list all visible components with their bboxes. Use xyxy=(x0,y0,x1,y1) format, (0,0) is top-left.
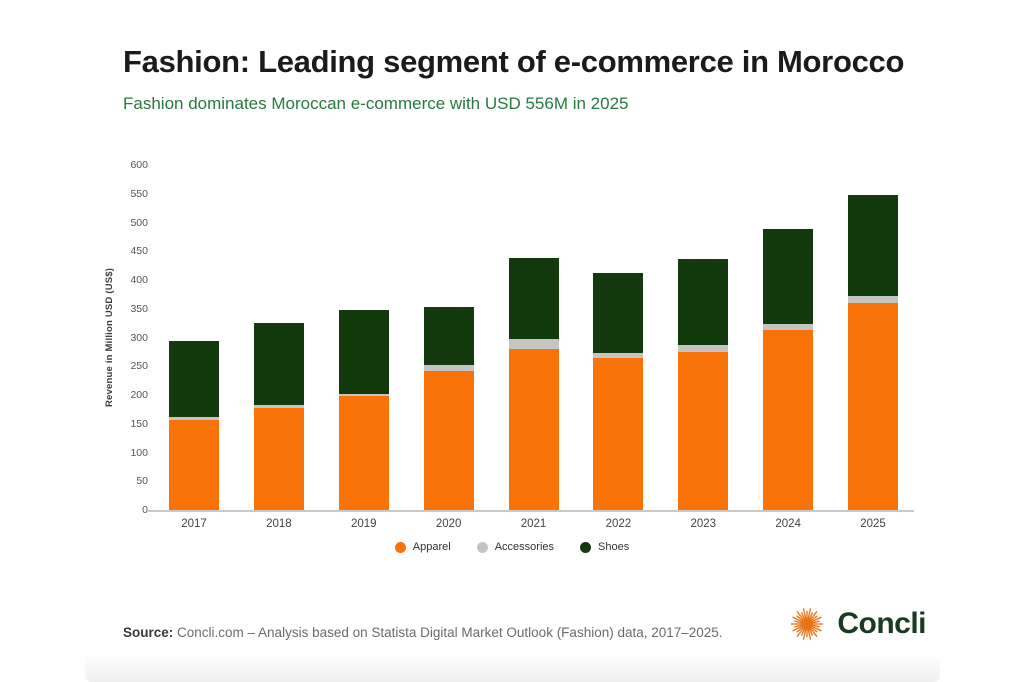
x-tick-label: 2022 xyxy=(605,518,632,530)
y-tick-label: 550 xyxy=(130,187,148,200)
segment-shoes-2022 xyxy=(593,273,644,354)
source-label: Source: xyxy=(123,625,174,640)
segment-apparel-2021 xyxy=(508,349,559,510)
y-tick-label: 150 xyxy=(130,417,148,430)
bar-2020: 2020 xyxy=(423,165,474,530)
segment-accessories-2023 xyxy=(678,344,729,352)
segment-shoes-2024 xyxy=(763,228,814,325)
brand-logo: Concli xyxy=(787,604,926,644)
segment-accessories-2022 xyxy=(593,353,644,359)
bar-2022: 2022 xyxy=(593,165,644,530)
bar-2021: 2021 xyxy=(508,165,559,530)
bar-2017: 2017 xyxy=(169,165,219,530)
bar-2019: 2019 xyxy=(338,165,389,530)
legend-label: Apparel xyxy=(412,541,451,553)
y-tick-label: 50 xyxy=(136,475,148,488)
segment-accessories-2020 xyxy=(423,364,474,372)
bar-2025: 2025 xyxy=(848,165,898,530)
legend-item-shoes: Shoes xyxy=(580,541,629,553)
x-tick-label: 2017 xyxy=(181,518,207,530)
segment-shoes-2017 xyxy=(169,340,219,418)
x-tick-label: 2025 xyxy=(860,518,886,530)
segment-shoes-2018 xyxy=(253,323,304,406)
segment-apparel-2025 xyxy=(848,303,898,510)
segment-accessories-2021 xyxy=(508,339,559,349)
bar-2023: 2023 xyxy=(678,165,729,530)
segment-shoes-2021 xyxy=(508,257,559,340)
y-tick-label: 200 xyxy=(130,389,148,401)
legend-label: Shoes xyxy=(598,541,630,553)
y-tick-label: 450 xyxy=(130,245,148,258)
x-tick-label: 2024 xyxy=(775,518,801,530)
segment-shoes-2023 xyxy=(678,258,729,345)
source-text: Concli.com – Analysis based on Statista … xyxy=(173,625,723,640)
segment-apparel-2017 xyxy=(169,420,219,510)
segment-accessories-2018 xyxy=(253,405,304,409)
legend-marker-icon xyxy=(580,541,591,553)
chart-header: Fashion: Leading segment of e-commerce i… xyxy=(123,44,943,114)
x-tick-label: 2020 xyxy=(435,518,462,530)
segment-accessories-2017 xyxy=(169,417,219,421)
x-tick-label: 2019 xyxy=(350,518,377,530)
legend-marker-icon xyxy=(394,541,406,553)
brand-name: Concli xyxy=(837,607,926,640)
y-tick-label: 350 xyxy=(130,302,148,315)
chart-subtitle: Fashion dominates Moroccan e-commerce wi… xyxy=(123,93,629,113)
segment-apparel-2024 xyxy=(763,330,814,510)
bar-2024: 2024 xyxy=(763,165,814,530)
legend-marker-icon xyxy=(476,541,488,553)
y-tick-label: 300 xyxy=(130,331,148,344)
y-tick-label: 400 xyxy=(130,274,148,286)
stacked-bar-chart: Revenue in Million USD (US$) 0 50 100 150 20… xyxy=(104,159,914,530)
y-tick-label: 250 xyxy=(130,360,148,373)
chart-legend: Apparel Accessories Shoes xyxy=(0,541,1024,553)
bottom-shadow-band xyxy=(85,655,940,682)
x-tick-label: 2021 xyxy=(520,518,547,530)
y-tick-label: 100 xyxy=(130,446,148,459)
segment-accessories-2025 xyxy=(848,295,898,303)
x-tick-label: 2018 xyxy=(266,518,292,530)
segment-shoes-2025 xyxy=(848,195,898,296)
legend-item-accessories: Accessories xyxy=(476,541,554,553)
sun-logo-icon xyxy=(791,608,824,640)
segment-apparel-2020 xyxy=(423,371,474,510)
segment-apparel-2022 xyxy=(593,358,644,510)
segment-apparel-2018 xyxy=(253,408,304,510)
chart-title: Fashion: Leading segment of e-commerce i… xyxy=(123,44,905,79)
plot-area: 0 50 100 150 200 250 300 350 400 450 500 550 600 201… xyxy=(130,159,914,530)
segment-apparel-2023 xyxy=(678,351,729,510)
y-tick-label: 0 xyxy=(142,504,148,516)
segment-accessories-2019 xyxy=(338,393,389,397)
legend-item-apparel: Apparel xyxy=(394,541,451,553)
bars-container: 2017 2018 2019 2020 2021 2022 2023 2024 2025 xyxy=(157,165,910,530)
bar-2018: 2018 xyxy=(253,165,304,530)
legend-label: Accessories xyxy=(494,541,554,553)
y-tick-label: 600 xyxy=(130,159,148,171)
y-tick-label: 500 xyxy=(130,216,148,229)
source-note: Source: Concli.com – Analysis based on S… xyxy=(123,625,723,640)
segment-shoes-2019 xyxy=(338,310,389,394)
segment-apparel-2019 xyxy=(338,396,389,510)
segment-shoes-2020 xyxy=(423,307,474,365)
x-tick-label: 2023 xyxy=(690,518,717,530)
segment-accessories-2024 xyxy=(763,324,814,331)
